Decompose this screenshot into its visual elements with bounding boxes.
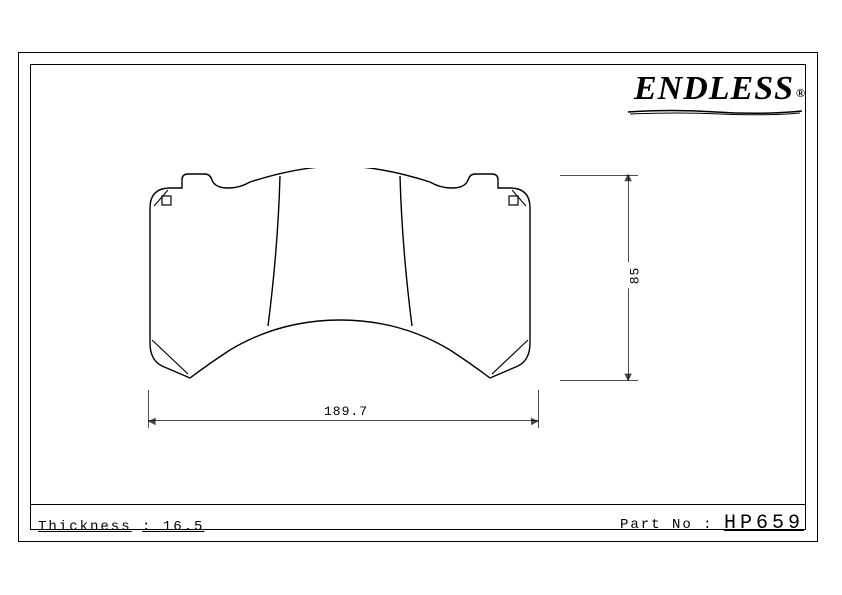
partno-label: Part No [620,517,693,533]
thickness-value: 16.5 [163,519,205,535]
arrow-up-icon: ◀ [622,174,633,182]
brand-name: ENDLESS [634,70,794,107]
brand-logo: ENDLESS® [634,70,804,108]
partno-value: HP659 [724,512,804,535]
arrow-left-icon: ◀ [148,416,156,427]
thickness-spec: Thickness : 16.5 [38,519,204,535]
dim-width-value: 189.7 [320,404,372,419]
pad-outline-icon [140,168,540,388]
arrow-down-icon: ▶ [622,374,633,382]
brake-pad-drawing [140,168,700,428]
arrow-right-icon: ▶ [531,416,539,427]
registered-icon: ® [796,86,806,100]
dim-height-value: 85 [627,263,642,289]
dim-width-line [148,420,539,421]
part-number-spec: Part No : HP659 [620,512,804,535]
logo-underline-icon [626,108,804,116]
thickness-label: Thickness [38,519,132,535]
info-divider [30,504,806,505]
